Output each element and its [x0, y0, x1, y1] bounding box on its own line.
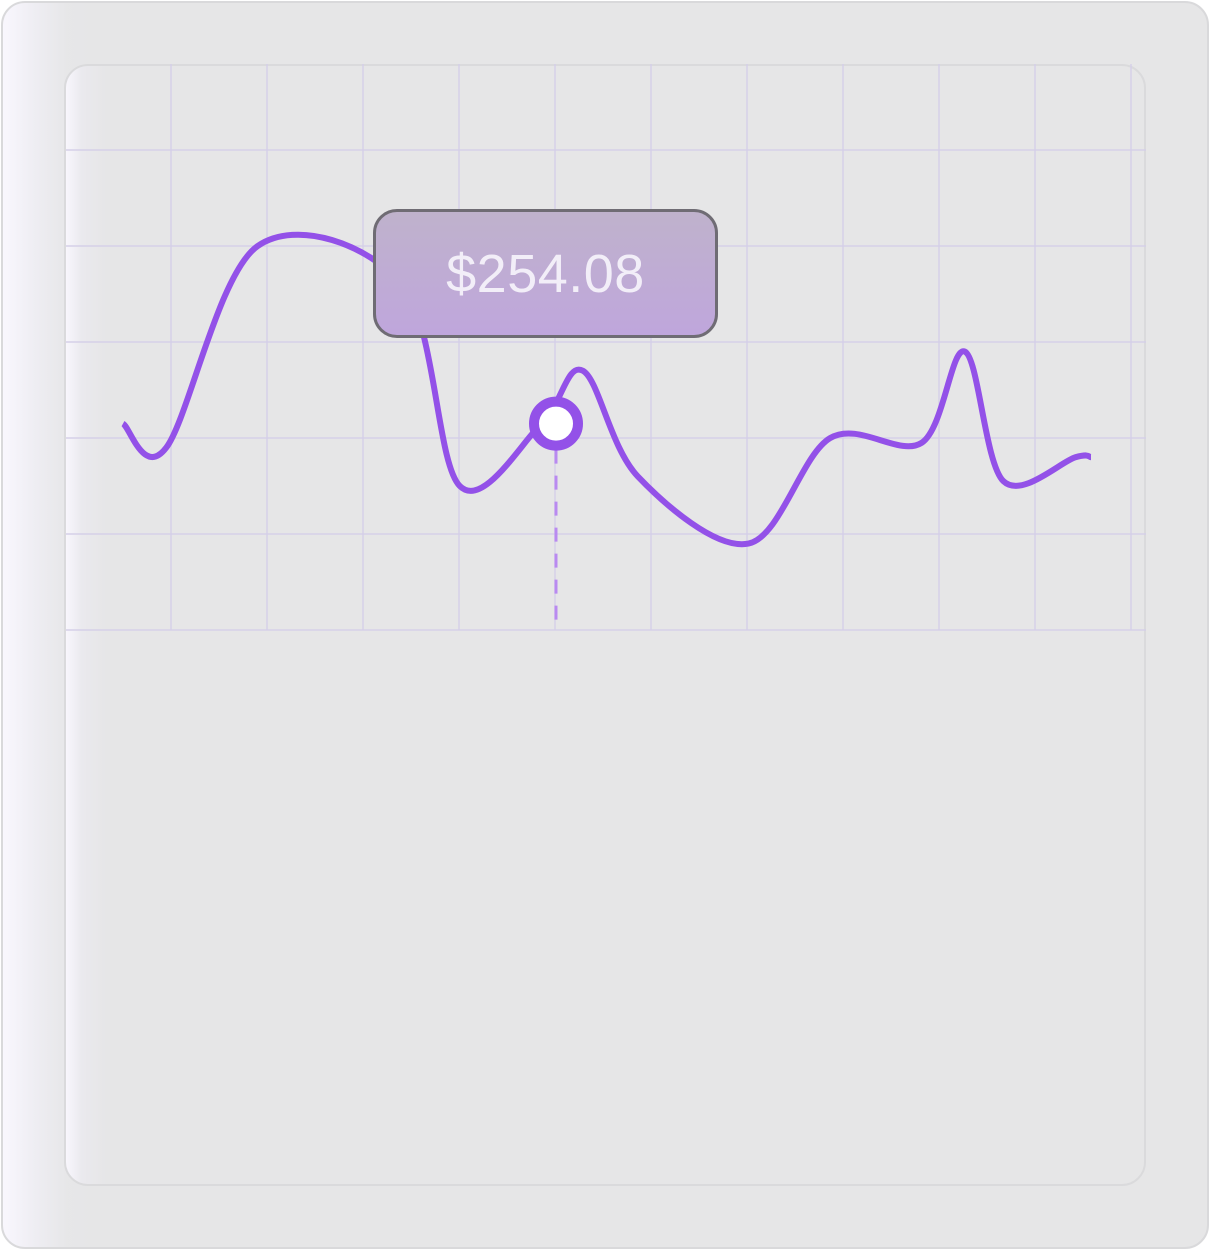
value-tooltip: $254.08 — [373, 209, 718, 338]
chart-grid — [66, 64, 1146, 631]
tooltip-value: $254.08 — [446, 243, 645, 304]
highlight-point-marker[interactable] — [529, 396, 584, 451]
series-line — [120, 231, 1092, 548]
